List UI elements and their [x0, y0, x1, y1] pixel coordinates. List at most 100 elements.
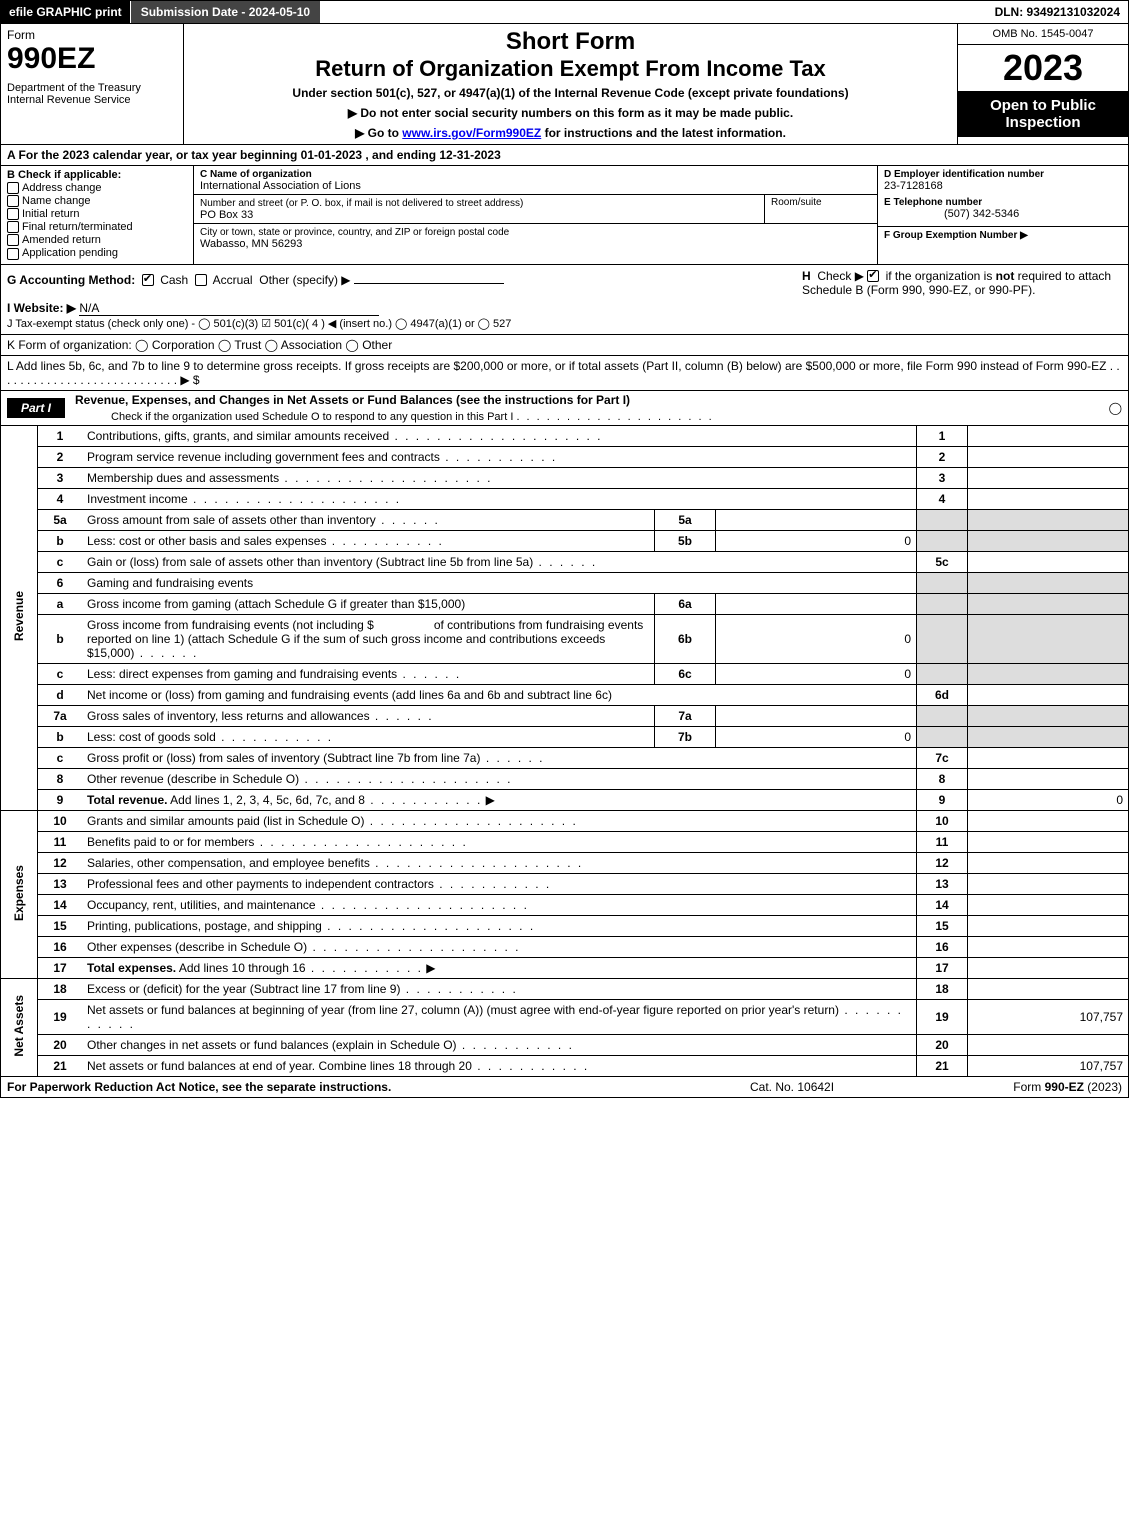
g-label: G Accounting Method: — [7, 273, 135, 287]
line-7c-val — [968, 747, 1129, 768]
submission-date: Submission Date - 2024-05-10 — [130, 1, 320, 23]
section-l: L Add lines 5b, 6c, and 7b to line 9 to … — [0, 356, 1129, 391]
line-5a-val — [716, 509, 917, 530]
line-5c-desc: Gain or (loss) from sale of assets other… — [87, 555, 533, 569]
open-to-public: Open to Public Inspection — [958, 91, 1128, 137]
goto-pre: ▶ Go to — [355, 126, 402, 140]
line-5b-desc: Less: cost or other basis and sales expe… — [87, 534, 326, 548]
lines-table: Revenue 1 Contributions, gifts, grants, … — [0, 426, 1129, 1077]
line-6c-val: 0 — [716, 663, 917, 684]
line-7b-val: 0 — [716, 726, 917, 747]
line-19-desc: Net assets or fund balances at beginning… — [87, 1003, 839, 1017]
section-c: C Name of organization International Ass… — [194, 166, 877, 264]
line-17-val — [968, 957, 1129, 978]
header-left: Form 990EZ Department of the Treasury In… — [1, 24, 184, 144]
room-suite-label: Room/suite — [764, 195, 877, 223]
line-4-desc: Investment income — [87, 492, 188, 506]
line-6a-desc: Gross income from gaming (attach Schedul… — [87, 597, 465, 611]
addr-label: Number and street (or P. O. box, if mail… — [200, 198, 523, 209]
ssn-warning: ▶ Do not enter social security numbers o… — [190, 106, 951, 120]
other-specify-field[interactable] — [354, 269, 504, 284]
footer-right: Form 990-EZ (2023) — [936, 1077, 1128, 1097]
line-17-post: Add lines 10 through 16 — [176, 961, 305, 975]
spacer — [320, 1, 986, 23]
d-label: D Employer identification number — [884, 169, 1044, 180]
line-6-desc: Gaming and fundraising events — [87, 576, 253, 590]
line-6a-val — [716, 593, 917, 614]
section-bcdef: B Check if applicable: Address change Na… — [0, 166, 1129, 265]
line-16-desc: Other expenses (describe in Schedule O) — [87, 940, 307, 954]
line-18-val — [968, 978, 1129, 999]
line-4-val — [968, 488, 1129, 509]
line-1-val — [968, 426, 1129, 447]
line-2-desc: Program service revenue including govern… — [87, 450, 440, 464]
chk-application-pending[interactable]: Application pending — [7, 247, 187, 259]
line-5a-desc: Gross amount from sale of assets other t… — [87, 513, 376, 527]
line-21-desc: Net assets or fund balances at end of ye… — [87, 1059, 472, 1073]
line-18-desc: Excess or (deficit) for the year (Subtra… — [87, 982, 400, 996]
e-label: E Telephone number — [884, 197, 982, 208]
chk-accrual[interactable] — [195, 274, 207, 286]
line-11-desc: Benefits paid to or for members — [87, 835, 254, 849]
line-6c-desc: Less: direct expenses from gaming and fu… — [87, 667, 397, 681]
dln-label: DLN: 93492131032024 — [987, 1, 1128, 23]
subtitle: Under section 501(c), 527, or 4947(a)(1)… — [190, 86, 951, 100]
chk-cash[interactable] — [142, 274, 154, 286]
section-gh: G Accounting Method: Cash Accrual Other … — [0, 265, 1129, 335]
line-5c-val — [968, 551, 1129, 572]
goto-line: ▶ Go to www.irs.gov/Form990EZ for instru… — [190, 126, 951, 140]
website-value: N/A — [79, 301, 379, 316]
omb-number: OMB No. 1545-0047 — [958, 24, 1128, 45]
line-12-desc: Salaries, other compensation, and employ… — [87, 856, 370, 870]
tax-year: 2023 — [958, 45, 1128, 91]
line-21-val: 107,757 — [968, 1055, 1129, 1076]
part-1-checkbox[interactable]: ◯ — [1086, 399, 1128, 417]
line-14-val — [968, 894, 1129, 915]
line-10-val — [968, 810, 1129, 831]
chk-final-return[interactable]: Final return/terminated — [7, 221, 187, 233]
city-label: City or town, state or province, country… — [200, 227, 509, 238]
line-6b-val: 0 — [716, 614, 917, 663]
main-title: Return of Organization Exempt From Incom… — [190, 56, 951, 82]
line-3-val — [968, 467, 1129, 488]
goto-post: for instructions and the latest informat… — [541, 126, 786, 140]
section-g: G Accounting Method: Cash Accrual Other … — [1, 265, 796, 334]
phone-value: (507) 342-5346 — [884, 208, 1019, 220]
footer-left: For Paperwork Reduction Act Notice, see … — [1, 1077, 744, 1097]
line-9-post: Add lines 1, 2, 3, 4, 5c, 6d, 7c, and 8 — [167, 793, 364, 807]
line-15-val — [968, 915, 1129, 936]
chk-amended-return[interactable]: Amended return — [7, 234, 187, 246]
section-b: B Check if applicable: Address change Na… — [1, 166, 194, 264]
line-20-desc: Other changes in net assets or fund bala… — [87, 1038, 457, 1052]
line-20-val — [968, 1034, 1129, 1055]
city-value: Wabasso, MN 56293 — [200, 238, 302, 250]
line-7c-desc: Gross profit or (loss) from sales of inv… — [87, 751, 480, 765]
part-1-title: Revenue, Expenses, and Changes in Net As… — [71, 391, 1086, 409]
line-5b-val: 0 — [716, 530, 917, 551]
line-1-desc: Contributions, gifts, grants, and simila… — [87, 429, 389, 443]
line-14-desc: Occupancy, rent, utilities, and maintena… — [87, 898, 316, 912]
line-3-desc: Membership dues and assessments — [87, 471, 279, 485]
chk-initial-return[interactable]: Initial return — [7, 208, 187, 220]
line-17-pre: Total expenses. — [87, 961, 176, 975]
form-number: 990EZ — [7, 42, 177, 76]
line-2-val — [968, 446, 1129, 467]
org-name: International Association of Lions — [200, 180, 361, 192]
chk-name-change[interactable]: Name change — [7, 195, 187, 207]
chk-address-change[interactable]: Address change — [7, 182, 187, 194]
part-1-note: Check if the organization used Schedule … — [111, 411, 513, 423]
c-label: C Name of organization — [200, 169, 312, 180]
line-15-desc: Printing, publications, postage, and shi… — [87, 919, 322, 933]
line-7b-desc: Less: cost of goods sold — [87, 730, 216, 744]
line-10-desc: Grants and similar amounts paid (list in… — [87, 814, 364, 828]
chk-schedule-b[interactable] — [867, 270, 879, 282]
line-8-val — [968, 768, 1129, 789]
goto-link[interactable]: www.irs.gov/Form990EZ — [402, 126, 541, 140]
top-bar: efile GRAPHIC print Submission Date - 20… — [0, 0, 1129, 24]
section-j: J Tax-exempt status (check only one) - ◯… — [7, 318, 511, 330]
line-a: A For the 2023 calendar year, or tax yea… — [0, 145, 1129, 166]
addr-value: PO Box 33 — [200, 209, 253, 221]
section-b-label: B Check if applicable: — [7, 169, 121, 181]
line-19-val: 107,757 — [968, 999, 1129, 1034]
line-6b-desc-pre: Gross income from fundraising events (no… — [87, 618, 374, 632]
